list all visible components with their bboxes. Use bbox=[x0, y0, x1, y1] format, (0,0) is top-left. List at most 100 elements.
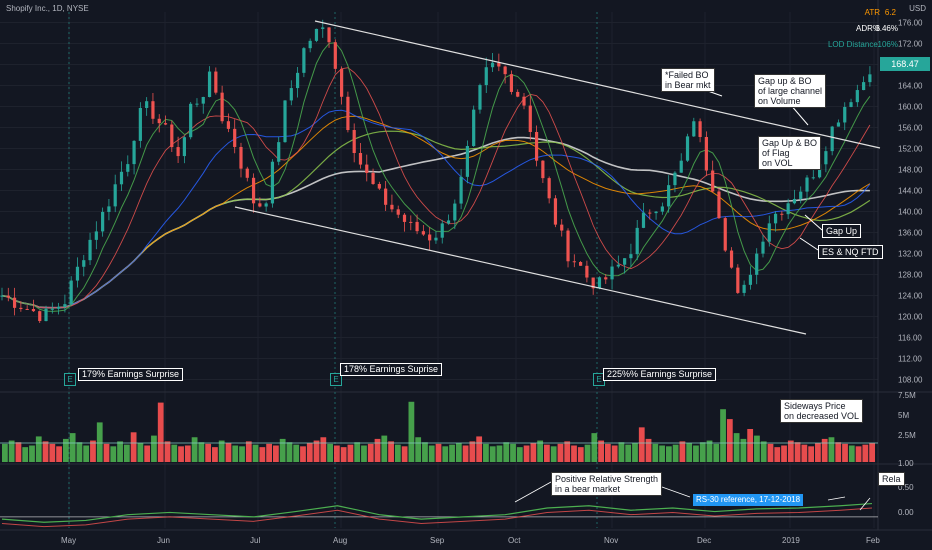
x-tick-label: May bbox=[61, 536, 76, 545]
volume-bar bbox=[720, 409, 726, 462]
volume-bar bbox=[503, 442, 510, 462]
volume-bar bbox=[428, 445, 435, 462]
volume-bar bbox=[300, 446, 306, 462]
candle bbox=[459, 176, 463, 204]
annotation-arrow bbox=[827, 496, 846, 501]
rela-note: Rela bbox=[878, 472, 905, 486]
volume-bar bbox=[232, 445, 239, 462]
price-tick-label: 120.00 bbox=[898, 313, 923, 322]
volume-bar bbox=[15, 442, 22, 462]
candle bbox=[340, 68, 344, 97]
x-tick-label: Oct bbox=[508, 536, 521, 545]
candle bbox=[214, 71, 218, 93]
earnings-note-3: 225%% Earnings Surprise bbox=[603, 368, 717, 381]
earnings-icon[interactable]: E bbox=[330, 373, 342, 386]
gap-up-bo-channel-note: Gap up & BO of large channel on Volume bbox=[754, 74, 827, 108]
candle bbox=[541, 160, 545, 179]
volume-bar bbox=[354, 442, 361, 462]
candle bbox=[57, 306, 61, 309]
gap-up-note: Gap Up bbox=[822, 224, 862, 238]
earnings-icon[interactable]: E bbox=[64, 373, 76, 386]
candle bbox=[101, 211, 105, 232]
earnings-note-2: 178% Earnings Suprise bbox=[340, 363, 443, 376]
volume-bar bbox=[8, 440, 15, 462]
candle bbox=[195, 103, 199, 105]
candle bbox=[126, 164, 130, 172]
candle bbox=[648, 212, 652, 214]
candle bbox=[547, 178, 551, 199]
volume-bar bbox=[401, 446, 408, 462]
ma-line bbox=[1, 109, 871, 309]
volume-bar bbox=[151, 435, 157, 462]
candle bbox=[415, 221, 419, 232]
candle bbox=[843, 106, 847, 123]
ma-line bbox=[1, 67, 871, 309]
candle bbox=[226, 121, 231, 129]
candle bbox=[201, 96, 205, 104]
rs-ma-line bbox=[1, 507, 873, 528]
rs-tick-label: 0.00 bbox=[898, 508, 914, 517]
candle bbox=[94, 231, 98, 240]
volume-bar bbox=[767, 443, 774, 462]
volume-bar bbox=[408, 401, 415, 462]
volume-bar bbox=[760, 441, 767, 462]
price-tick-label: 116.00 bbox=[898, 334, 922, 343]
volume-bar bbox=[435, 443, 442, 462]
candle bbox=[31, 308, 36, 312]
volume-bar bbox=[862, 444, 869, 462]
candle bbox=[805, 177, 809, 192]
candle bbox=[597, 277, 602, 289]
volume-bar bbox=[679, 441, 686, 462]
volume-bar bbox=[333, 445, 340, 462]
candle bbox=[176, 147, 180, 157]
volume-bar bbox=[361, 445, 367, 462]
volume-bar bbox=[604, 443, 611, 462]
candle bbox=[704, 136, 708, 171]
candle bbox=[472, 109, 476, 147]
candle bbox=[868, 74, 872, 83]
volume-bar bbox=[212, 447, 218, 462]
candle bbox=[233, 128, 237, 147]
volume-bar bbox=[171, 444, 178, 462]
annotation-arrow bbox=[514, 481, 552, 503]
volume-bar bbox=[394, 444, 401, 462]
candle bbox=[12, 297, 17, 308]
volume-bar bbox=[198, 442, 205, 462]
candle bbox=[786, 203, 790, 215]
last-price-tag: 168.47 bbox=[880, 57, 930, 71]
volume-bar bbox=[489, 446, 496, 462]
annotation-arrow bbox=[799, 237, 819, 251]
volume-bar bbox=[747, 429, 754, 462]
annotation-arrow bbox=[859, 497, 871, 511]
rs-tick-label: 1.00 bbox=[898, 459, 914, 468]
volume-bar bbox=[259, 447, 266, 462]
volume-bar bbox=[842, 443, 848, 462]
volume-bar bbox=[347, 444, 354, 462]
candle bbox=[490, 62, 495, 68]
candle bbox=[641, 212, 646, 228]
volume-bar bbox=[442, 446, 449, 462]
price-tick-label: 140.00 bbox=[898, 208, 923, 217]
price-tick-label: 176.00 bbox=[898, 19, 923, 28]
candle bbox=[761, 241, 765, 254]
volume-bar bbox=[550, 446, 557, 462]
price-tick-label: 124.00 bbox=[898, 292, 923, 301]
candle bbox=[264, 203, 268, 207]
x-tick-label: Jun bbox=[157, 536, 170, 545]
candle bbox=[484, 67, 488, 86]
candle bbox=[207, 71, 212, 97]
volume-bar bbox=[42, 441, 49, 462]
candle bbox=[302, 48, 306, 73]
volume-bar bbox=[415, 437, 422, 462]
candle bbox=[616, 264, 620, 267]
volume-bar bbox=[455, 443, 462, 462]
candle bbox=[635, 227, 639, 255]
volume-bar bbox=[801, 444, 808, 462]
x-tick-label: 2019 bbox=[782, 536, 800, 545]
volume-bar bbox=[320, 437, 327, 462]
volume-bar bbox=[205, 443, 212, 462]
volume-tick-label: 5M bbox=[898, 411, 909, 420]
candle bbox=[277, 142, 281, 162]
candle bbox=[440, 223, 444, 238]
candle bbox=[824, 151, 828, 165]
